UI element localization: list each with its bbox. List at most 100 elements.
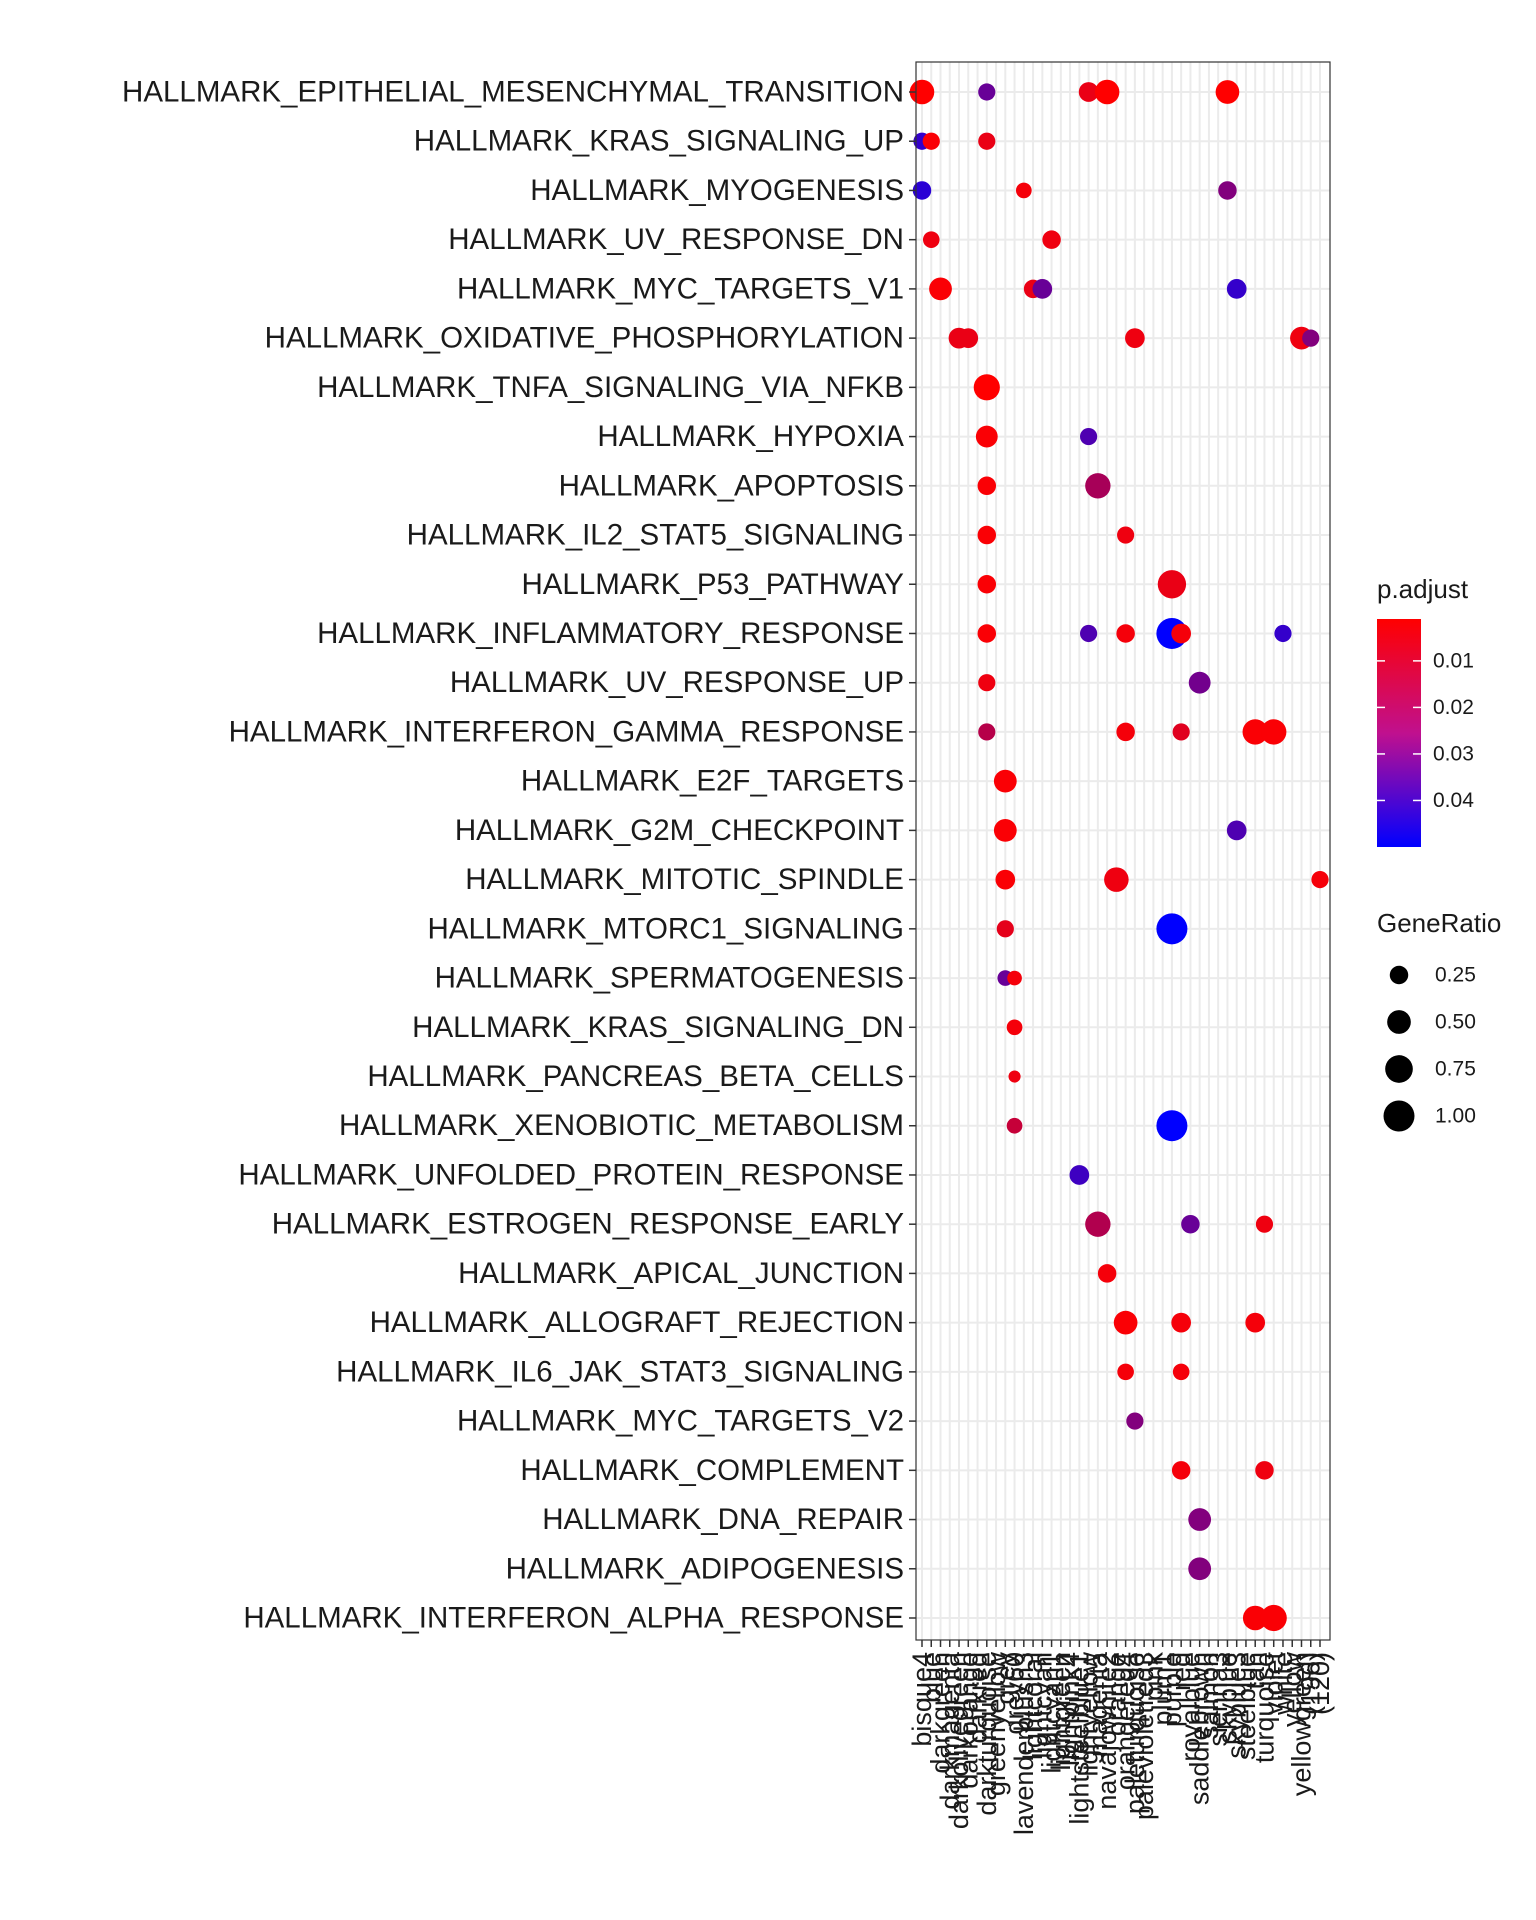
y-tick-label: HALLMARK_INTERFERON_GAMMA_RESPONSE [229,715,904,748]
y-tick-label: HALLMARK_MYOGENESIS [530,174,904,207]
data-point [1172,1363,1190,1381]
data-point [1255,1215,1274,1233]
x-tick-label: salmon [1194,1652,1224,1739]
x-tick-label: orange [1101,1652,1131,1736]
data-point [1226,820,1247,841]
y-tick-label: HALLMARK_KRAS_SIGNALING_DN [412,1011,904,1044]
size-legend-label: 0.50 [1435,1011,1476,1034]
y-tick-label: HALLMARK_APOPTOSIS [559,469,904,502]
data-point [1116,722,1135,742]
x-tick-label: turquoise [1249,1652,1279,1763]
x-tick-label: darkred [963,1652,993,1744]
color-legend-label: 0.03 [1433,742,1474,765]
y-tick-label: HALLMARK_MYC_TARGETS_V2 [457,1405,904,1438]
data-point [993,769,1017,793]
data-point [1015,182,1032,199]
x-tick-label: blue [916,1652,946,1703]
x-tick-label: darkorange [953,1652,983,1789]
y-tick-label: HALLMARK_DNA_REPAIR [542,1503,904,1536]
x-tick-label: plum1 [1148,1652,1178,1726]
y-tick-label: HALLMARK_XENOBIOTIC_METABOLISM [339,1109,904,1142]
x-tick-label: lightcyan [1027,1652,1057,1759]
data-point [978,723,996,741]
y-tick-label: HALLMARK_EPITHELIAL_MESENCHYMAL_TRANSITI… [122,76,904,109]
y-tick-label: HALLMARK_ADIPOGENESIS [506,1552,904,1585]
x-tick-label: purple [1157,1652,1187,1727]
x-tick-label: magenta [1083,1651,1113,1757]
x-tick-label: darkmagenta [935,1651,965,1810]
data-point [1215,80,1240,104]
data-point [978,83,996,101]
data-point [977,624,997,643]
y-tick-label: HALLMARK_IL2_STAT5_SIGNALING [407,519,904,552]
x-tick-label: steelblue [1231,1652,1261,1760]
x-tick-label: yellowgreen [1286,1652,1316,1796]
x-tick-label: red [1166,1652,1196,1691]
data-point [1080,624,1098,643]
data-point [1218,181,1237,200]
size-legend-label: 0.75 [1435,1058,1476,1081]
data-point [975,425,998,448]
y-axis: HALLMARK_EPITHELIAL_MESENCHYMAL_TRANSITI… [122,76,916,1635]
color-legend: p.adjust 0.01 0.02 0.03 0.04 [1377,574,1474,847]
y-tick-label: HALLMARK_OXIDATIVE_PHOSPHORYLATION [265,322,904,355]
x-tick-label: grey [990,1652,1020,1705]
x-tick-label: orangered4 [1111,1652,1141,1790]
data-point [977,525,997,545]
x-tick-label: paleturquoise [1120,1652,1150,1814]
x-tick-label: royalblue [1175,1652,1205,1762]
data-point [1007,970,1022,986]
y-tick-label: HALLMARK_UV_RESPONSE_UP [450,666,904,699]
y-tick-label: HALLMARK_KRAS_SIGNALING_UP [414,125,904,158]
data-point [1006,1117,1023,1134]
y-tick-label: HALLMARK_E2F_TARGETS [521,765,904,798]
y-tick-label: HALLMARK_APICAL_JUNCTION [458,1257,904,1290]
x-tick-label: greenyellow [981,1652,1011,1797]
data-points [909,79,1329,1632]
data-point [1104,867,1129,892]
data-point [1188,671,1211,694]
x-tick-label: (196) [1296,1652,1326,1715]
data-point [1006,1019,1023,1036]
y-tick-label: HALLMARK_UNFOLDED_PROTEIN_RESPONSE [238,1158,904,1191]
y-tick-label: HALLMARK_MITOTIC_SPINDLE [465,863,904,896]
x-tick-label: violet [1259,1652,1289,1716]
y-tick-label: HALLMARK_ALLOGRAFT_REJECTION [370,1306,904,1339]
y-tick-label: HALLMARK_P53_PATHWAY [521,568,904,601]
color-legend-label: 0.02 [1433,696,1474,719]
x-tick-label: saddlebrown [1185,1652,1215,1805]
x-tick-label: lightpink4 [1055,1652,1085,1766]
data-point [1126,1412,1144,1430]
data-point [1255,1461,1274,1480]
data-point [1116,624,1135,643]
x-tick-label: lavenderblush3 [1009,1652,1039,1835]
y-tick-label: HALLMARK_MTORC1_SIGNALING [427,912,904,945]
data-point [1042,230,1061,249]
data-point [1008,1070,1021,1083]
y-tick-label: HALLMARK_UV_RESPONSE_DN [448,223,904,256]
data-point [1181,1214,1200,1234]
data-point [1078,82,1099,102]
x-tick-label: lightyellow [1074,1652,1104,1777]
data-point [1311,871,1329,889]
data-point [1117,1363,1134,1381]
data-point [912,181,932,200]
size-legend-title: GeneRatio [1377,908,1501,938]
color-legend-label: 0.01 [1433,649,1474,672]
x-tick-label: yellow [1277,1652,1307,1728]
data-point [977,575,997,594]
y-tick-label: HALLMARK_TNFA_SIGNALING_VIA_NFKB [317,371,904,404]
x-tick-label: bisque4 [907,1652,937,1747]
x-tick-label: darkturquoise [972,1652,1002,1816]
data-point [922,231,940,248]
color-legend-label: 0.04 [1433,789,1474,812]
data-point [995,869,1016,890]
data-point [1080,427,1098,446]
y-tick-label: HALLMARK_MYC_TARGETS_V1 [457,272,904,305]
y-tick-label: HALLMARK_SPERMATOGENESIS [435,962,904,995]
data-point [1172,723,1190,741]
data-point [1117,526,1135,544]
data-point [1113,1310,1138,1335]
